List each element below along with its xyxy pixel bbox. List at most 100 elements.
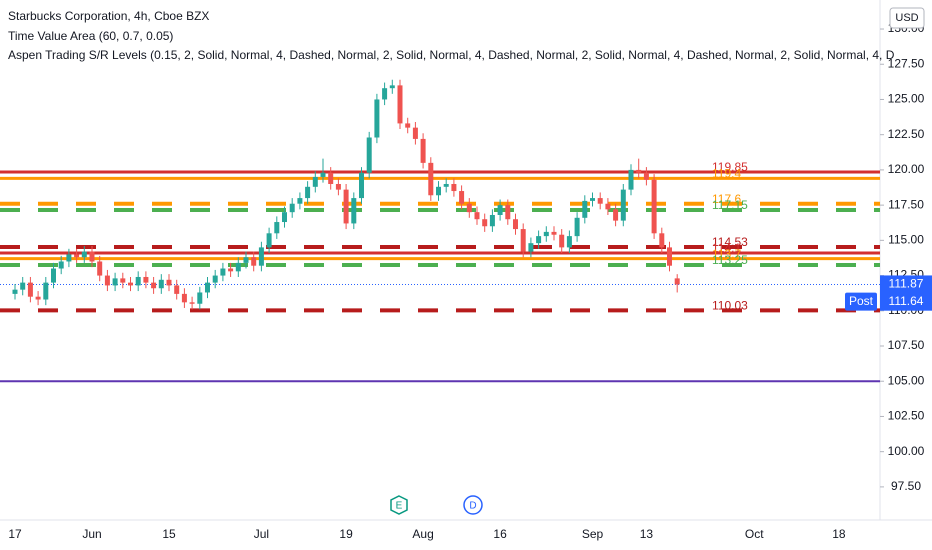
candle-body bbox=[505, 205, 511, 220]
candle-body bbox=[97, 261, 103, 276]
event-icon bbox=[463, 495, 483, 515]
candle-body bbox=[667, 247, 672, 266]
candle-body bbox=[66, 254, 72, 262]
candle-body bbox=[528, 243, 534, 252]
x-tick-label: 15 bbox=[162, 527, 176, 541]
candle-body bbox=[497, 205, 503, 215]
y-tick-label: 127.50 bbox=[888, 56, 925, 70]
candle-body bbox=[443, 183, 449, 187]
candle-body bbox=[128, 282, 133, 286]
candle-body bbox=[235, 262, 241, 272]
candle-body bbox=[482, 219, 488, 227]
last-price-label: 111.87 bbox=[889, 277, 924, 291]
candle-body bbox=[266, 233, 272, 248]
candle-body bbox=[405, 123, 411, 128]
candle-body bbox=[20, 282, 26, 290]
candle-body bbox=[574, 217, 580, 237]
candle-body bbox=[258, 247, 264, 266]
candle-body bbox=[374, 99, 380, 138]
candle-body bbox=[104, 275, 110, 286]
candle-body bbox=[520, 229, 526, 252]
candle-body bbox=[135, 276, 141, 286]
candle-body bbox=[251, 257, 257, 266]
candle-body bbox=[351, 198, 357, 224]
candle-body bbox=[551, 231, 557, 235]
candle-body bbox=[12, 289, 18, 294]
y-tick-label: 125.00 bbox=[888, 92, 925, 106]
candle-body bbox=[343, 189, 349, 224]
candle-body bbox=[566, 236, 572, 248]
candle-body bbox=[120, 278, 126, 283]
candle-body bbox=[243, 257, 249, 263]
candle-body bbox=[81, 251, 87, 258]
candle-body bbox=[451, 183, 457, 192]
candle-body bbox=[513, 219, 518, 230]
post-tag-box bbox=[845, 292, 877, 311]
candle-body bbox=[320, 172, 326, 177]
candle-body bbox=[659, 233, 665, 248]
sr-level-label: 117.6 bbox=[712, 192, 741, 206]
candle-body bbox=[397, 85, 403, 124]
candle-body bbox=[605, 203, 611, 210]
candle-body bbox=[297, 198, 303, 204]
sr-level-label: 113.7 bbox=[712, 247, 741, 261]
candle-body bbox=[412, 127, 418, 139]
candle-body bbox=[212, 275, 218, 283]
candle-body bbox=[174, 285, 180, 294]
candle-body bbox=[620, 189, 626, 221]
sr-level-label: 119.4 bbox=[712, 167, 741, 181]
y-tick-label: 100.00 bbox=[888, 444, 925, 458]
event-label: E bbox=[396, 501, 403, 512]
event-icon bbox=[390, 495, 408, 515]
x-tick-label: Aug bbox=[412, 527, 433, 541]
candle-body bbox=[228, 268, 234, 272]
candle-body bbox=[536, 236, 542, 244]
candle-body bbox=[474, 212, 480, 220]
candle-body bbox=[58, 261, 64, 269]
sr-level-label: 114.1 bbox=[712, 241, 741, 255]
x-tick-label: Oct bbox=[745, 527, 764, 541]
candle-body bbox=[359, 172, 364, 199]
indicator-label: Time Value Area (60, 0.7, 0.05) bbox=[8, 29, 173, 43]
candle-body bbox=[382, 88, 388, 100]
y-tick-label: 102.50 bbox=[888, 409, 925, 423]
candle-body bbox=[389, 85, 395, 89]
candle-body bbox=[158, 279, 164, 289]
y-tick-label: 117.50 bbox=[888, 197, 924, 211]
x-tick-label: 18 bbox=[832, 527, 846, 541]
x-tick-label: 17 bbox=[8, 527, 22, 541]
candle-body bbox=[613, 209, 619, 221]
candle-body bbox=[274, 222, 280, 234]
candle-body bbox=[674, 278, 680, 285]
event-label: D bbox=[469, 501, 476, 512]
candle-body bbox=[220, 268, 226, 276]
candle-body bbox=[282, 212, 287, 223]
x-tick-label: Sep bbox=[582, 527, 604, 541]
chart-title: Starbucks Corporation, 4h, Cboe BZX bbox=[8, 9, 209, 23]
sr-level-label: 117.15 bbox=[712, 198, 748, 212]
candle-body bbox=[420, 138, 426, 163]
y-tick-label: 105.00 bbox=[888, 373, 925, 387]
x-tick-label: 13 bbox=[640, 527, 654, 541]
candle-body bbox=[335, 183, 341, 190]
candle-body bbox=[597, 198, 603, 204]
currency-box bbox=[889, 7, 925, 29]
post-price-label: 111.64 bbox=[889, 294, 924, 308]
candle-body bbox=[590, 198, 595, 201]
candle-body bbox=[27, 282, 33, 297]
x-tick-label: Jun bbox=[82, 527, 101, 541]
currency-label: USD bbox=[895, 12, 918, 24]
candle-body bbox=[197, 292, 203, 304]
candle-body bbox=[489, 214, 495, 227]
sr-level-label: 114.53 bbox=[712, 235, 748, 249]
y-tick-label: 120.00 bbox=[888, 162, 925, 176]
indicator-label: Aspen Trading S/R Levels (0.15, 2, Solid… bbox=[8, 48, 895, 62]
candle-body bbox=[89, 251, 95, 262]
candle-body bbox=[51, 268, 56, 283]
post-tag-label: Post bbox=[849, 294, 874, 308]
candle-body bbox=[466, 203, 472, 213]
sr-level-label: 110.03 bbox=[712, 299, 748, 313]
candle-body bbox=[289, 203, 295, 213]
